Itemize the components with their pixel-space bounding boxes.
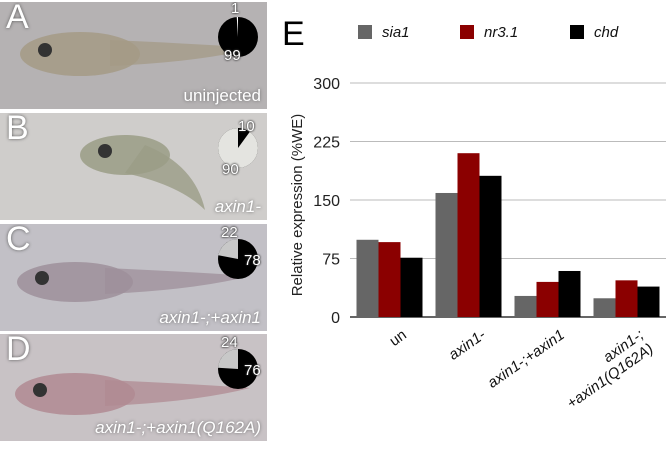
bar-sia1 <box>356 239 379 317</box>
pie-count: 10 <box>238 118 255 135</box>
panel-letter: B <box>6 113 29 147</box>
pie-count: 24 <box>221 334 238 351</box>
y-axis-label: Relative expression (%WE) <box>289 114 306 297</box>
legend-swatch <box>358 25 372 39</box>
pie-wedge <box>218 349 238 369</box>
y-tick-label: 75 <box>322 252 340 269</box>
panel-letter: A <box>6 2 29 36</box>
bar-chd <box>479 175 502 317</box>
pie-wedge <box>238 128 250 148</box>
legend-label: sia1 <box>382 24 410 41</box>
legend-label: chd <box>594 24 619 41</box>
x-tick-label: un <box>386 326 409 349</box>
pie-count: 1 <box>231 2 240 17</box>
pie-wedge <box>218 239 238 259</box>
bar-sia1 <box>593 298 616 317</box>
x-tick-label: axin1- <box>446 326 489 363</box>
bar-nr3.1 <box>457 153 480 317</box>
bar-chd <box>558 270 581 317</box>
embryo-photo-with-pie <box>17 239 258 302</box>
bar-chd <box>400 257 423 317</box>
y-tick-label: 225 <box>313 135 340 152</box>
bar-chart: E 0 75 150 225 300 Relative expression (%WE) un… <box>282 15 666 412</box>
embryo-photo-with-pie <box>20 17 258 76</box>
bar-sia1 <box>435 192 458 317</box>
x-tick-label: axin1-;+axin1 <box>485 326 568 391</box>
bar-sia1 <box>514 295 537 317</box>
legend-swatch <box>570 25 584 39</box>
bar-chd <box>637 286 660 317</box>
pie-wedge <box>236 17 238 37</box>
panel-label: axin1-;+axin1(Q162A) <box>95 418 261 437</box>
bar-nr3.1 <box>378 242 401 317</box>
embryo-photo-with-pie <box>80 128 258 210</box>
panel-letter: D <box>6 334 31 368</box>
bar-nr3.1 <box>536 281 559 317</box>
pie-count: 22 <box>221 224 238 241</box>
pie-count: 99 <box>224 47 241 64</box>
panel-letter: E <box>282 15 305 53</box>
x-tick-label: axin1-;+axin1(Q162A) <box>554 326 656 412</box>
bar-nr3.1 <box>615 280 638 317</box>
embryo-photo-with-pie <box>15 349 258 415</box>
panel-label: axin1-;+axin1 <box>159 308 261 327</box>
pie-count: 76 <box>244 362 261 379</box>
panel-letter: C <box>6 224 31 258</box>
y-tick-label: 300 <box>313 76 340 93</box>
y-tick-label: 0 <box>331 310 340 327</box>
pie-count: 78 <box>244 252 261 269</box>
legend-label: nr3.1 <box>484 24 518 41</box>
panel-label: axin1- <box>214 197 261 216</box>
y-tick-label: 150 <box>313 193 340 210</box>
legend-swatch <box>460 25 474 39</box>
pie-count: 90 <box>222 161 239 178</box>
panel-label: uninjected <box>183 86 261 105</box>
